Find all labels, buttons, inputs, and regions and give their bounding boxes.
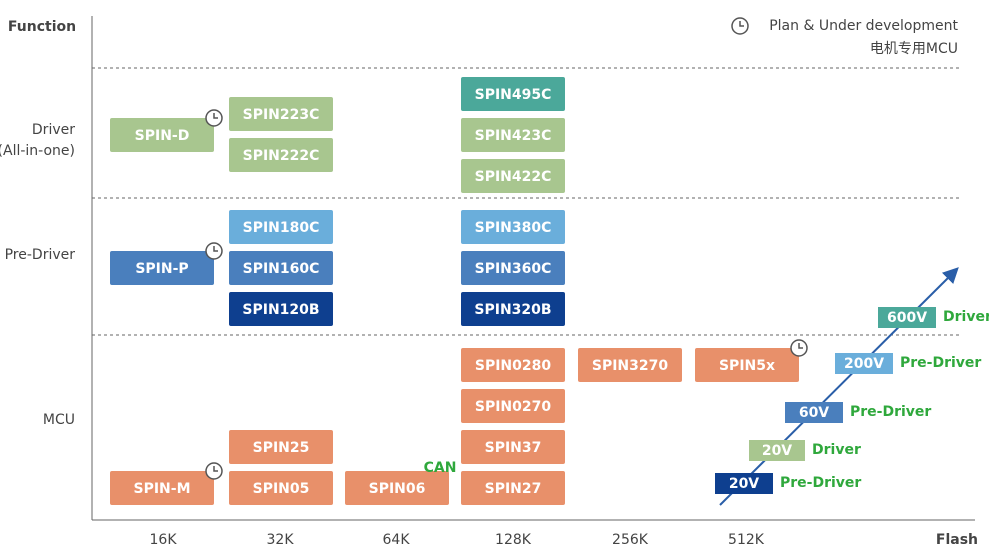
plan-icon-hands [213,113,218,119]
legend-text: 电机专用MCU [870,41,958,57]
voltage-label: Driver [943,309,989,325]
legend-icon [731,17,749,35]
voltage-text: 200V [844,356,884,372]
product-box [229,210,333,244]
product-name: SPIN320B [474,302,551,318]
column-label: 32K [267,532,295,548]
column-label: 128K [495,532,532,548]
product-box [461,210,565,244]
plan-icon-hands [213,246,218,252]
product-box [229,138,333,172]
product-box [461,471,565,505]
product-name: SPIN380C [475,220,552,236]
product-name: SPIN3270 [592,358,668,374]
y-axis-title: Function [8,19,76,35]
product-box [110,471,214,505]
voltage-text: 600V [887,310,927,326]
plan-icon [205,462,223,480]
product-name: SPIN05 [253,481,310,497]
x-axis-title: Flash [936,532,978,548]
voltage-label: Driver [812,442,861,458]
voltage-label: Pre-Driver [780,475,861,491]
product-name: SPIN0270 [475,399,551,415]
product-name: SPIN222C [243,148,320,164]
row-label: MCU [43,412,75,428]
legend-text: Plan & Under development [769,18,958,34]
product-name: SPIN223C [243,107,320,123]
plan-icon [790,339,808,357]
product-box [461,430,565,464]
product-box [461,348,565,382]
voltage-box [715,473,773,494]
product-name: SPIN180C [243,220,320,236]
product-name: SPIN422C [475,169,552,185]
product-box [229,251,333,285]
product-box [461,77,565,111]
product-name: SPIN-M [133,481,190,497]
product-name: SPIN495C [475,87,552,103]
product-name: SPIN37 [485,440,542,456]
product-name: SPIN-D [135,128,190,144]
voltage-text: 60V [799,405,829,421]
product-name: SPIN160C [243,261,320,277]
voltage-label: Pre-Driver [900,355,981,371]
product-name: SPIN-P [135,261,188,277]
plan-icon-hands [798,343,803,349]
product-box [578,348,682,382]
row-label: Pre-Driver [5,247,76,263]
product-box [110,251,214,285]
product-box [229,430,333,464]
product-box [229,471,333,505]
column-label: 512K [728,532,765,548]
voltage-box [878,307,936,328]
product-box [461,292,565,326]
column-label: 256K [612,532,649,548]
product-box [345,471,449,505]
product-box [461,159,565,193]
product-name: SPIN06 [369,481,426,497]
voltage-box [749,440,805,461]
voltage-box [835,353,893,374]
product-name: SPIN27 [485,481,542,497]
plan-icon [205,242,223,260]
row-label: Driver [32,122,75,138]
voltage-label: Pre-Driver [850,404,931,420]
dividers [92,67,960,336]
product-name: SPIN5x [719,358,775,374]
product-box [229,292,333,326]
content: Driver (All-in-one) Pre-Driver MCU 16K 32K 64K… [0,77,989,548]
product-name: SPIN120B [242,302,319,318]
product-box [461,389,565,423]
voltage-box [785,402,843,423]
column-label: 16K [150,532,178,548]
product-name: SPIN0280 [475,358,551,374]
product-box [229,97,333,131]
column-label: 64K [383,532,411,548]
product-name: SPIN423C [475,128,552,144]
voltage-text: 20V [762,443,792,459]
row-label: (All-in-one) [0,143,75,159]
product-name: SPIN360C [475,261,552,277]
voltage-text: 20V [729,476,759,492]
product-box [461,118,565,152]
product-box [695,348,799,382]
product-box [110,118,214,152]
plan-icon [205,109,223,127]
can-label: CAN [424,460,457,476]
plan-icon-hands [213,466,218,472]
product-name: SPIN25 [253,440,310,456]
growth-arrow [719,267,959,506]
product-box [461,251,565,285]
